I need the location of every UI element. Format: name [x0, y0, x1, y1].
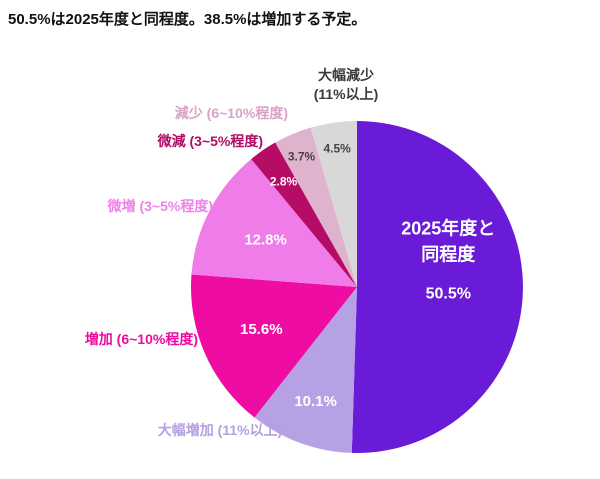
slice-label-decrease: 減少 (6~10%程度) [174, 105, 288, 121]
pie-slice-decrease [275, 127, 357, 287]
pie-value-increase: 15.6% [240, 321, 283, 338]
pie-slice-slight-decrease [251, 142, 357, 287]
pie-value-large-decrease: 4.5% [323, 141, 351, 155]
slice-label-large-decrease: 大幅減少 (11%以上) [313, 67, 379, 102]
slice-label-large-increase: 大幅増加 (11%以上) [157, 422, 283, 438]
chart-title: 50.5%は2025年度と同程度。38.5%は増加する予定。 [8, 11, 367, 28]
pie-slice-large-decrease [310, 121, 357, 287]
slice-label-increase: 増加 (6~10%程度) [84, 331, 198, 347]
slice-label-slight-decrease: 微減 (3~5%程度) [157, 133, 263, 149]
pie-value-same-as-2025: 2025年度と同程度 50.5% [401, 217, 495, 302]
pie-slice-increase [190, 274, 357, 418]
pie-slice-slight-increase [191, 159, 357, 287]
pie-slice-same-as-2025 [351, 121, 523, 454]
pie-value-large-increase: 10.1% [294, 393, 337, 410]
pie-value-slight-increase: 12.8% [244, 232, 287, 249]
pie-value-slight-decrease: 2.8% [270, 174, 298, 188]
pie-slice-large-increase [254, 287, 357, 453]
slice-label-slight-increase: 微増 (3~5%程度) [107, 198, 213, 214]
pie-value-decrease: 3.7% [288, 149, 316, 163]
